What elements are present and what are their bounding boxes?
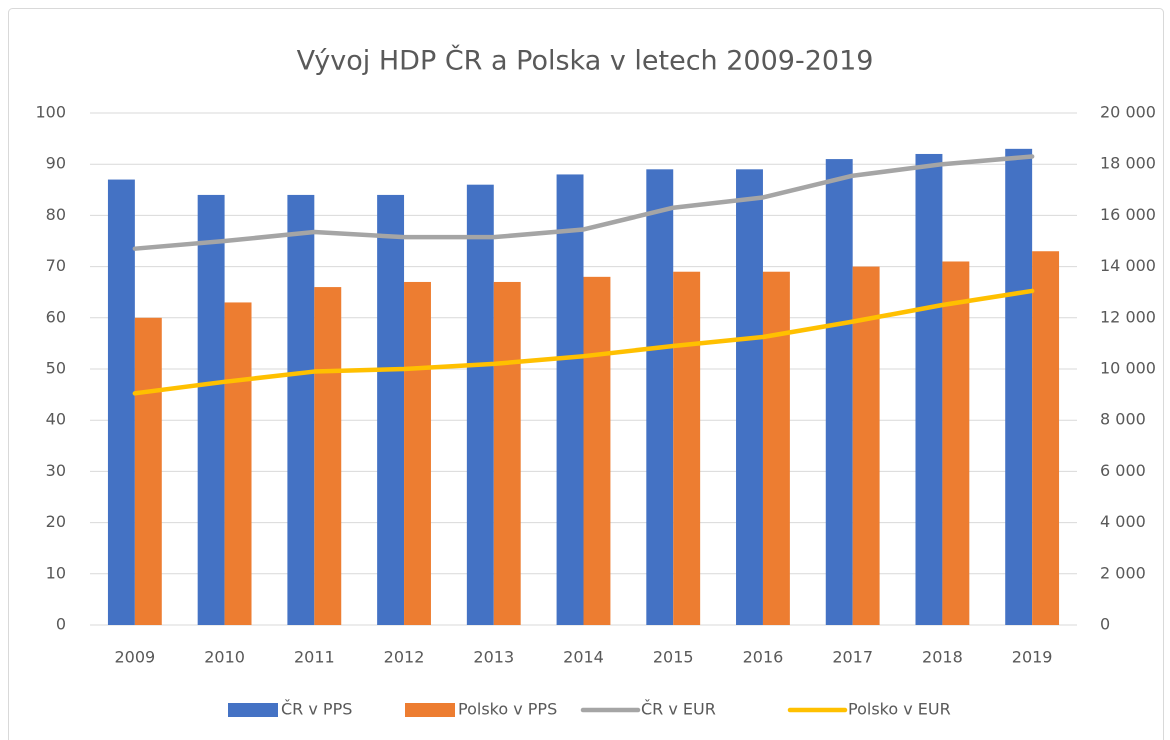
y-tick-label: 70 xyxy=(46,256,66,275)
legend-label: ČR v PPS xyxy=(281,700,352,719)
bar xyxy=(556,174,584,625)
bar xyxy=(825,159,853,625)
line xyxy=(132,288,1035,396)
x-tick-label: 2015 xyxy=(653,648,694,667)
y2-tick-label: 18 000 xyxy=(1100,154,1156,173)
bar xyxy=(942,261,970,625)
legend-label: Polsko v EUR xyxy=(848,700,951,719)
bar xyxy=(852,266,880,625)
x-tick-label: 2019 xyxy=(1012,648,1053,667)
x-tick-label: 2010 xyxy=(204,648,245,667)
y-tick-label: 100 xyxy=(35,103,66,122)
bar xyxy=(466,184,494,625)
y-tick-label: 40 xyxy=(46,410,66,429)
bar xyxy=(134,317,162,625)
bar xyxy=(673,271,701,625)
y-tick-label: 10 xyxy=(46,563,66,582)
y2-tick-label: 20 000 xyxy=(1100,103,1156,122)
y-tick-label: 90 xyxy=(46,154,66,173)
y-tick-label: 0 xyxy=(56,615,66,634)
x-tick-label: 2018 xyxy=(922,648,963,667)
bar xyxy=(404,281,431,625)
y-tick-label: 60 xyxy=(46,307,66,326)
y2-tick-label: 12 000 xyxy=(1100,307,1156,326)
bar xyxy=(287,194,315,626)
x-tick-label: 2013 xyxy=(473,648,514,667)
legend-label: Polsko v PPS xyxy=(458,700,557,719)
y2-tick-label: 0 xyxy=(1100,615,1110,634)
bar xyxy=(583,276,611,625)
bar xyxy=(915,153,943,625)
bar xyxy=(493,281,521,625)
y2-tick-label: 10 000 xyxy=(1100,359,1156,378)
legend-label: ČR v EUR xyxy=(641,700,716,719)
y2-tick-label: 4 000 xyxy=(1100,512,1146,531)
y2-tick-label: 14 000 xyxy=(1100,256,1156,275)
y2-tick-label: 2 000 xyxy=(1100,563,1146,582)
y-tick-label: 50 xyxy=(46,359,66,378)
bar xyxy=(107,179,135,625)
bar xyxy=(314,287,342,625)
y-tick-label: 30 xyxy=(46,461,66,480)
bar xyxy=(646,169,674,625)
y-tick-label: 80 xyxy=(46,205,66,224)
bar xyxy=(736,169,763,625)
bar xyxy=(377,194,405,626)
bar xyxy=(1032,251,1060,626)
x-tick-label: 2009 xyxy=(115,648,156,667)
y-tick-label: 20 xyxy=(46,512,66,531)
bar xyxy=(762,271,790,625)
y2-tick-label: 16 000 xyxy=(1100,205,1156,224)
x-tick-label: 2016 xyxy=(743,648,784,667)
x-tick-label: 2017 xyxy=(832,648,873,667)
chart-title: Vývoj HDP ČR a Polska v letech 2009-2019 xyxy=(297,45,874,77)
bar xyxy=(197,194,225,626)
x-tick-label: 2011 xyxy=(294,648,335,667)
y2-tick-label: 8 000 xyxy=(1100,410,1146,429)
legend-swatch xyxy=(228,703,278,717)
x-tick-label: 2014 xyxy=(563,648,604,667)
bar xyxy=(1005,148,1033,625)
line xyxy=(132,154,1035,251)
bar xyxy=(224,302,252,625)
legend-swatch xyxy=(405,703,455,717)
x-tick-label: 2012 xyxy=(384,648,425,667)
y2-tick-label: 6 000 xyxy=(1100,461,1146,480)
